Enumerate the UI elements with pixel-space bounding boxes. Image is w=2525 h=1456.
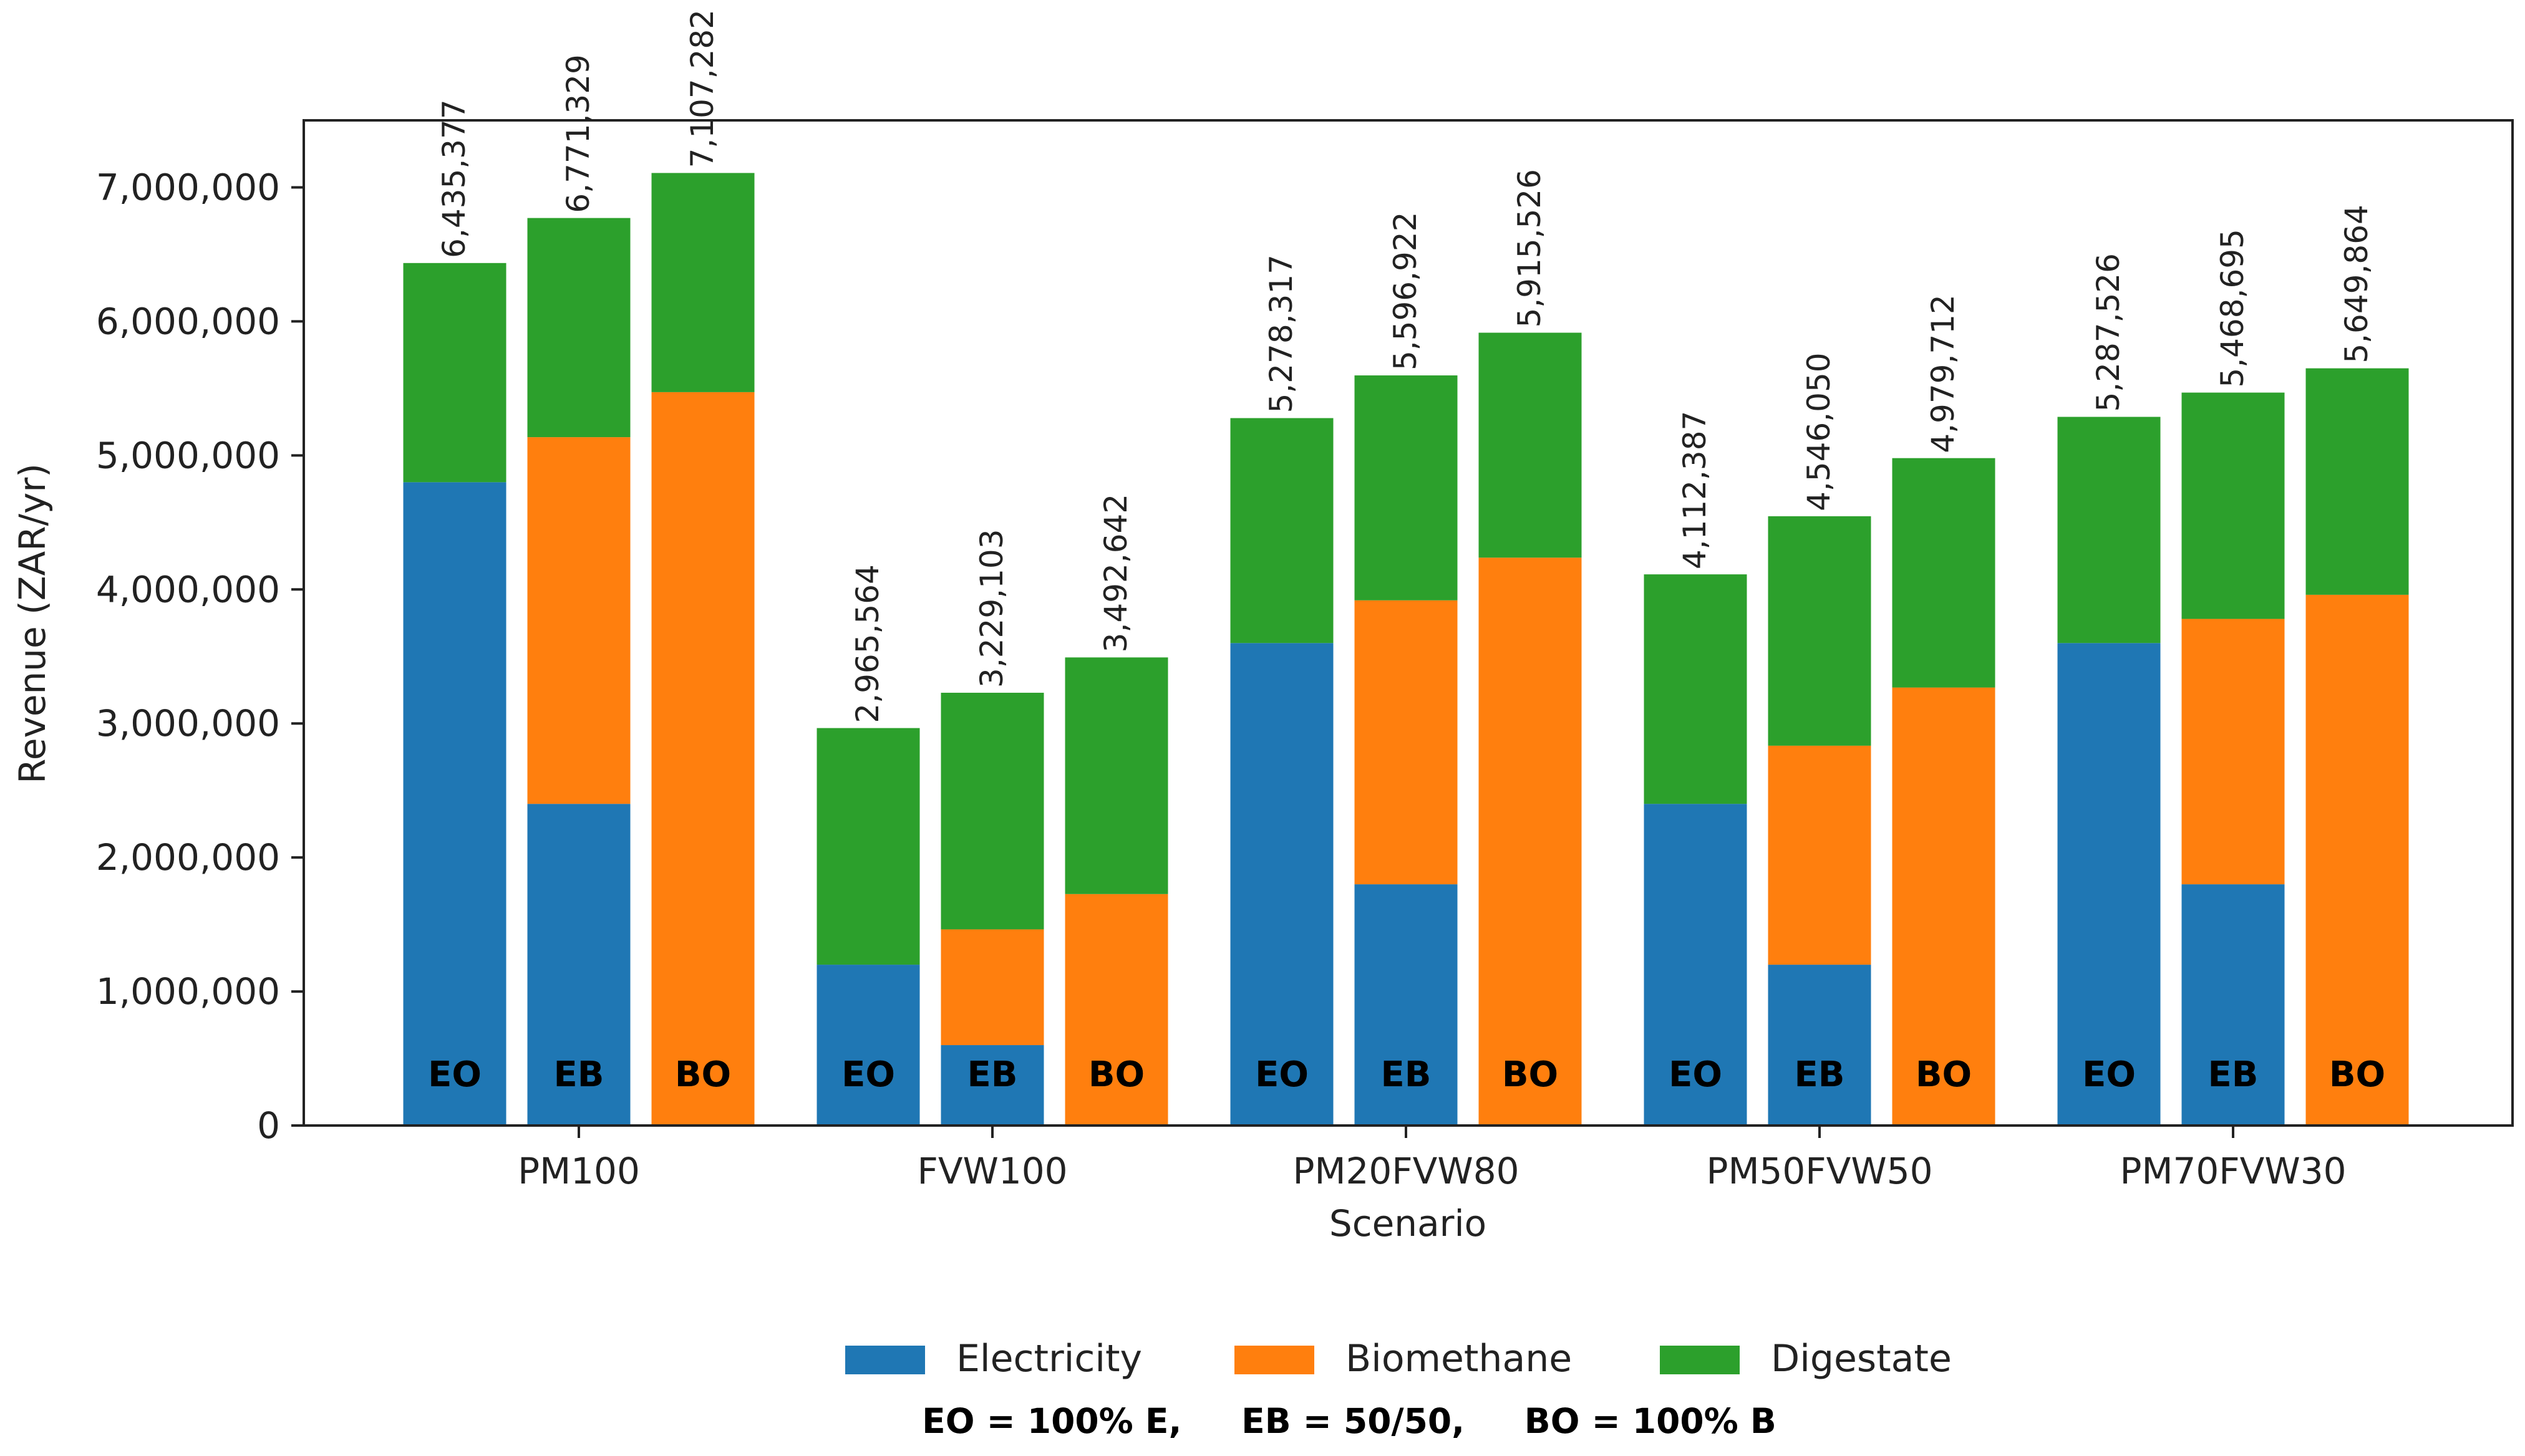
subgroup-label: BO <box>1916 1054 1972 1095</box>
y-tick-label: 5,000,000 <box>96 434 280 476</box>
y-tick-label: 6,000,000 <box>96 300 280 342</box>
bar-biomethane-pm70fvw30-eb <box>2181 619 2285 885</box>
total-label: 5,915,526 <box>1511 169 1548 327</box>
legend-label-biomethane: Biomethane <box>1345 1337 1572 1381</box>
subgroup-label: BO <box>1502 1054 1558 1095</box>
bar-digestate-pm70fvw30-eo <box>2057 417 2161 644</box>
x-tick-label: FVW100 <box>917 1150 1067 1192</box>
total-label: 4,546,050 <box>1801 352 1837 511</box>
bar-digestate-pm50fvw50-eb <box>1768 516 1871 746</box>
subgroup-label: BO <box>1088 1054 1145 1095</box>
total-label: 6,771,329 <box>560 54 596 213</box>
subgroup-labels-layer: EO EB BO EO EB BO EO EB BO EO EB BO EO EB BO <box>428 1054 2385 1095</box>
y-tick-label: 2,000,000 <box>96 836 280 879</box>
total-labels-layer: 6,435,377 6,771,329 7,107,282 2,965,564 3,22… <box>436 9 2375 723</box>
subgroup-label: EO <box>841 1054 895 1095</box>
subgroup-label: EB <box>2208 1054 2259 1095</box>
bar-digestate-pm20fvw80-eo <box>1230 418 1334 644</box>
bar-electricity-pm100-eb <box>527 804 631 1126</box>
bar-biomethane-pm50fvw50-bo <box>1892 687 1995 1126</box>
bar-digestate-fvw100-bo <box>1065 657 1168 894</box>
legend-label-electricity: Electricity <box>956 1337 1142 1381</box>
bar-digestate-fvw100-eo <box>817 728 920 965</box>
bar-digestate-pm50fvw50-eo <box>1644 574 1747 804</box>
bar-biomethane-fvw100-eb <box>941 929 1044 1046</box>
bar-biomethane-pm20fvw80-bo <box>1478 557 1582 1126</box>
legend: Electricity Biomethane Digestate <box>845 1337 1952 1381</box>
subgroup-label: EB <box>1795 1054 1845 1095</box>
total-label: 5,287,526 <box>2090 253 2126 412</box>
x-axis: PM100 FVW100 PM20FVW80 PM50FVW50 PM70FVW30 <box>518 1126 2347 1192</box>
subgroup-label: EO <box>428 1054 482 1095</box>
bar-electricity-fvw100-eb <box>941 1045 1044 1126</box>
bar-electricity-pm20fvw80-eb <box>1354 884 1458 1126</box>
bar-electricity-fvw100-eo <box>817 965 920 1126</box>
y-axis-label: Revenue (ZAR/yr) <box>11 463 54 784</box>
bar-electricity-pm100-eo <box>403 482 506 1126</box>
total-label: 2,965,564 <box>850 564 886 723</box>
bar-biomethane-pm50fvw50-eb <box>1768 745 1871 965</box>
legend-label-digestate: Digestate <box>1771 1337 1952 1381</box>
total-label: 5,596,922 <box>1387 212 1423 370</box>
y-tick-label: 3,000,000 <box>96 702 280 745</box>
total-label: 5,649,864 <box>2338 205 2375 363</box>
bar-biomethane-pm20fvw80-eb <box>1354 600 1458 885</box>
bars-layer <box>403 173 2409 1126</box>
bar-electricity-pm20fvw80-eo <box>1230 643 1334 1126</box>
bar-digestate-pm70fvw30-eb <box>2181 392 2285 619</box>
plot-frame <box>303 119 2514 1127</box>
legend-swatch-biomethane <box>1234 1346 1314 1374</box>
bar-biomethane-pm100-eb <box>527 437 631 804</box>
bar-biomethane-pm100-bo <box>651 392 755 1126</box>
bar-electricity-pm70fvw30-eo <box>2057 643 2161 1126</box>
bar-biomethane-pm70fvw30-bo <box>2305 594 2409 1126</box>
subgroup-label: EB <box>1381 1054 1432 1095</box>
total-label: 3,492,642 <box>1098 494 1134 652</box>
bar-digestate-pm20fvw80-bo <box>1478 332 1582 558</box>
bar-digestate-pm100-bo <box>651 173 755 392</box>
subgroup-label: EO <box>2082 1054 2136 1095</box>
y-tick-label: 7,000,000 <box>96 166 280 208</box>
bar-digestate-pm20fvw80-eb <box>1354 375 1458 600</box>
total-label: 5,468,695 <box>2214 229 2251 387</box>
bar-digestate-pm100-eo <box>403 263 506 483</box>
y-tick-label: 4,000,000 <box>96 568 280 610</box>
total-label: 4,979,712 <box>1925 294 1961 453</box>
bar-biomethane-fvw100-bo <box>1065 894 1168 1126</box>
footnote: EO = 100% E, EB = 50/50, BO = 100% B <box>922 1401 1776 1441</box>
x-tick-label: PM70FVW30 <box>2120 1150 2346 1192</box>
x-axis-label: Scenario <box>1329 1202 1486 1245</box>
subgroup-label: EO <box>1669 1054 1722 1095</box>
subgroup-label: EB <box>967 1054 1018 1095</box>
bar-digestate-pm50fvw50-bo <box>1892 458 1995 688</box>
x-tick-label: PM100 <box>518 1150 640 1192</box>
legend-swatch-digestate <box>1660 1346 1740 1374</box>
total-label: 5,278,317 <box>1263 254 1299 413</box>
subgroup-label: EB <box>554 1054 604 1095</box>
bar-electricity-pm70fvw30-eb <box>2181 884 2285 1126</box>
bar-digestate-fvw100-eb <box>941 692 1044 930</box>
x-tick-label: PM20FVW80 <box>1292 1150 1519 1192</box>
total-label: 7,107,282 <box>684 9 720 168</box>
y-axis: 0 1,000,000 2,000,000 3,000,000 4,000,000 5,0… <box>96 166 304 1147</box>
subgroup-label: BO <box>675 1054 731 1095</box>
bar-digestate-pm70fvw30-bo <box>2305 368 2409 595</box>
y-tick-label: 0 <box>257 1104 280 1147</box>
subgroup-label: EO <box>1255 1054 1309 1095</box>
bar-digestate-pm100-eb <box>527 218 631 438</box>
legend-swatch-electricity <box>845 1346 925 1374</box>
y-tick-label: 1,000,000 <box>96 970 280 1013</box>
x-tick-label: PM50FVW50 <box>1706 1150 1932 1192</box>
subgroup-label: BO <box>2329 1054 2385 1095</box>
bar-electricity-pm50fvw50-eb <box>1768 965 1871 1126</box>
total-label: 3,229,103 <box>974 529 1010 687</box>
total-label: 6,435,377 <box>436 99 472 258</box>
total-label: 4,112,387 <box>1677 411 1713 569</box>
bar-electricity-pm50fvw50-eo <box>1644 804 1747 1126</box>
